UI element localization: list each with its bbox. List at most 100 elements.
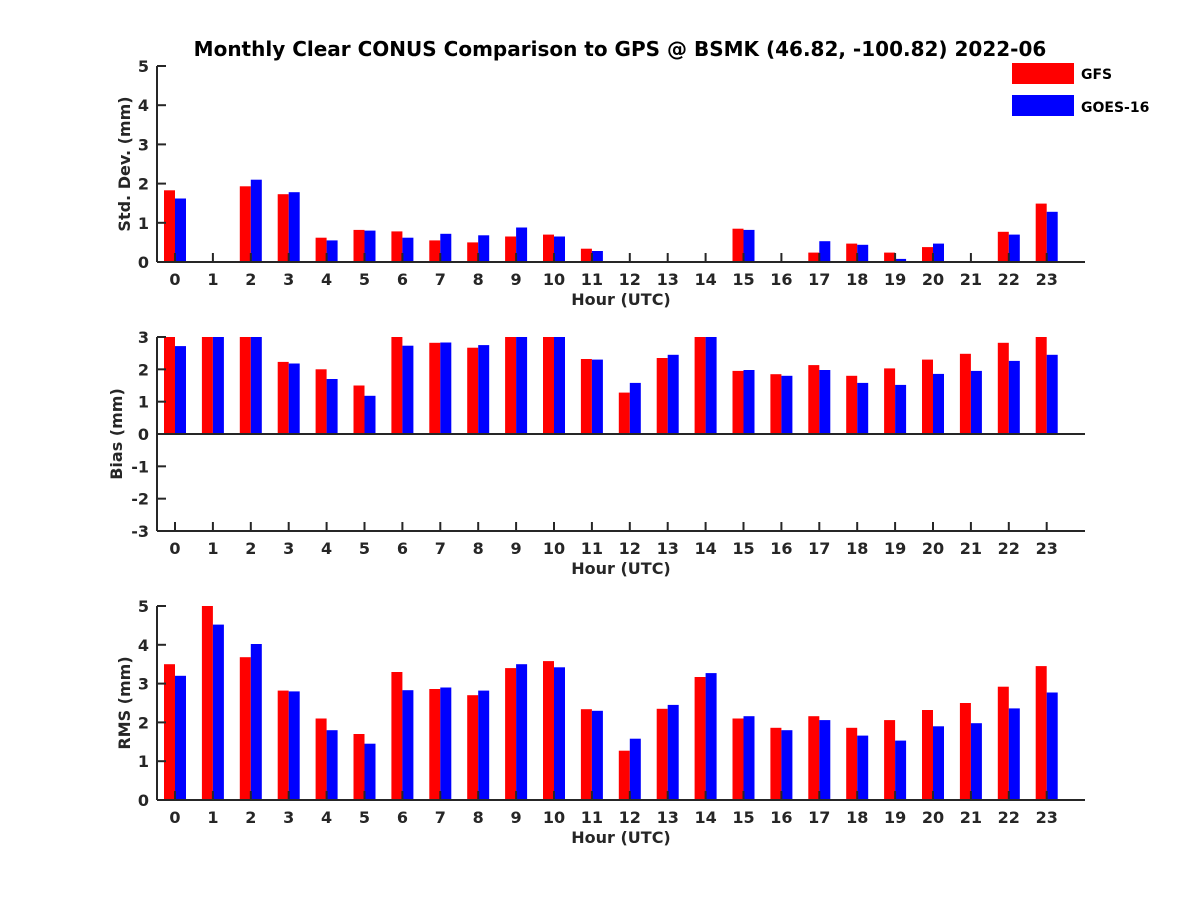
rms-bar-goes16-11 xyxy=(591,710,603,800)
bias-bar-gfs-8 xyxy=(467,347,479,434)
bias-bar-goes16-17 xyxy=(819,370,831,434)
std-dev-bar-gfs-18 xyxy=(846,243,858,262)
bias-xtick-label-10: 10 xyxy=(543,539,565,558)
bias-xtick-label-19: 19 xyxy=(884,539,906,558)
chart-title: Monthly Clear CONUS Comparison to GPS @ … xyxy=(194,37,1047,61)
rms-y-axis-label: RMS (mm) xyxy=(115,656,134,749)
rms-bar-gfs-4 xyxy=(315,718,327,800)
bias-bar-gfs-22 xyxy=(997,342,1009,434)
bias-xtick-label-4: 4 xyxy=(321,539,332,558)
rms-bar-gfs-12 xyxy=(618,750,630,800)
bias-xtick-label-5: 5 xyxy=(359,539,370,558)
std-dev-xtick-label-1: 1 xyxy=(207,270,218,289)
rms-bar-gfs-9 xyxy=(505,668,517,800)
bias-xtick-label-14: 14 xyxy=(694,539,716,558)
rms-xtick-label-18: 18 xyxy=(846,808,868,827)
rms-bar-goes16-0 xyxy=(175,675,186,800)
rms-xtick-label-23: 23 xyxy=(1036,808,1058,827)
std-dev-bar-gfs-6 xyxy=(391,231,403,262)
bias-bar-gfs-12 xyxy=(618,392,630,434)
bias-bar-gfs-1 xyxy=(201,337,213,434)
bias-bar-goes16-2 xyxy=(250,337,262,434)
legend-swatch-gfs xyxy=(1012,63,1074,84)
rms-ytick-label-2: 2 xyxy=(138,713,149,732)
bias-bar-gfs-18 xyxy=(846,375,858,434)
bias-ytick-label-1: 1 xyxy=(138,393,149,412)
bias-bar-goes16-12 xyxy=(629,382,641,434)
std-dev-xtick-label-16: 16 xyxy=(770,270,792,289)
rms-bar-gfs-11 xyxy=(580,709,592,800)
rms-xtick-label-2: 2 xyxy=(245,808,256,827)
bias-bar-goes16-20 xyxy=(933,373,944,434)
std-dev-bar-gfs-3 xyxy=(277,194,289,262)
rms-bar-goes16-8 xyxy=(478,690,490,800)
std-dev-bar-goes16-7 xyxy=(440,233,452,262)
bias-bar-goes16-3 xyxy=(288,363,300,434)
std-dev-bar-goes16-11 xyxy=(591,251,603,262)
rms-bar-goes16-21 xyxy=(970,723,982,800)
rms-bar-goes16-22 xyxy=(1008,708,1020,800)
legend-label-gfs: GFS xyxy=(1081,67,1112,83)
rms-xtick-label-20: 20 xyxy=(922,808,944,827)
rms-bar-goes16-14 xyxy=(705,673,717,800)
bias-xtick-label-6: 6 xyxy=(397,539,408,558)
bias-bar-gfs-17 xyxy=(808,365,820,434)
rms-bar-gfs-22 xyxy=(997,686,1009,800)
std-dev-bar-goes16-2 xyxy=(250,179,262,262)
bias-y-axis-label: Bias (mm) xyxy=(107,388,126,480)
std-dev-bar-gfs-10 xyxy=(543,234,554,262)
bias-xtick-label-9: 9 xyxy=(511,539,522,558)
chart-legend: GFS GOES-16 xyxy=(1012,63,1149,116)
rms-bar-goes16-19 xyxy=(895,740,907,800)
std-dev-bar-goes16-8 xyxy=(478,235,490,262)
bias-bar-gfs-19 xyxy=(884,368,896,434)
std-dev-xtick-label-8: 8 xyxy=(473,270,484,289)
bias-bar-gfs-11 xyxy=(580,359,592,434)
rms-xtick-label-10: 10 xyxy=(543,808,565,827)
rms-bar-goes16-10 xyxy=(554,667,565,800)
bias-bar-goes16-21 xyxy=(970,370,982,434)
std-dev-xtick-label-21: 21 xyxy=(960,270,982,289)
rms-bar-gfs-7 xyxy=(429,689,441,800)
std-dev-bar-gfs-2 xyxy=(239,186,251,262)
std-dev-bar-gfs-20 xyxy=(922,247,933,262)
rms-bar-goes16-9 xyxy=(516,664,528,800)
std-dev-xtick-label-0: 0 xyxy=(169,270,180,289)
bias-xtick-label-0: 0 xyxy=(169,539,180,558)
std-dev-xtick-label-14: 14 xyxy=(694,270,716,289)
bias-bar-goes16-19 xyxy=(895,384,907,434)
std-dev-xtick-label-18: 18 xyxy=(846,270,868,289)
bias-xtick-label-15: 15 xyxy=(732,539,754,558)
rms-xtick-label-6: 6 xyxy=(397,808,408,827)
bias-bar-goes16-22 xyxy=(1008,360,1020,434)
bias-bar-gfs-21 xyxy=(959,353,971,434)
std-dev-xtick-label-4: 4 xyxy=(321,270,332,289)
std-dev-bar-gfs-23 xyxy=(1035,203,1047,262)
bias-bar-goes16-13 xyxy=(667,354,679,434)
std-dev-bar-goes16-20 xyxy=(933,243,944,262)
bias-xtick-label-13: 13 xyxy=(657,539,679,558)
bias-bar-goes16-8 xyxy=(478,345,490,434)
std-dev-bar-gfs-22 xyxy=(997,231,1009,262)
rms-bar-gfs-21 xyxy=(959,703,971,800)
bias-bar-goes16-18 xyxy=(857,382,869,434)
bias-xtick-label-18: 18 xyxy=(846,539,868,558)
rms-bar-gfs-15 xyxy=(732,718,744,800)
std-dev-ytick-label-5: 5 xyxy=(138,57,149,76)
rms-xtick-label-17: 17 xyxy=(808,808,830,827)
bias-xtick-label-3: 3 xyxy=(283,539,294,558)
rms-bar-gfs-6 xyxy=(391,672,403,800)
std-dev-bar-gfs-15 xyxy=(732,228,744,262)
std-dev-bar-gfs-19 xyxy=(884,252,896,262)
rms-bar-gfs-1 xyxy=(201,606,213,800)
rms-bar-gfs-23 xyxy=(1035,666,1047,800)
rms-ytick-label-3: 3 xyxy=(138,675,149,694)
std-dev-xtick-label-19: 19 xyxy=(884,270,906,289)
std-dev-xtick-label-10: 10 xyxy=(543,270,565,289)
std-dev-bar-goes16-23 xyxy=(1046,211,1058,262)
rms-xtick-label-15: 15 xyxy=(732,808,754,827)
bias-xtick-label-21: 21 xyxy=(960,539,982,558)
std-dev-bar-gfs-17 xyxy=(808,252,820,262)
bias-bar-goes16-7 xyxy=(440,342,452,434)
std-dev-bar-goes16-15 xyxy=(743,229,755,262)
